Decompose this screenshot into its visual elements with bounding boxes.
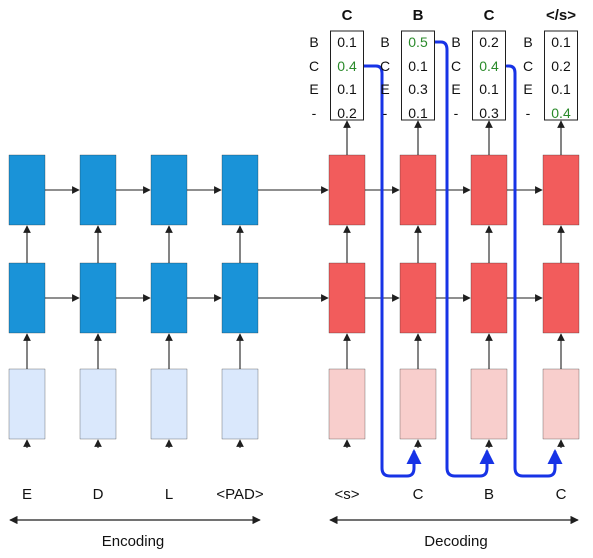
output-distribution-table: CB 0.2C 0.4E 0.1- 0.3: [451, 7, 506, 155]
probability-value: 0.2: [337, 105, 357, 121]
decoder-lstm-cell-layer-1: [470, 262, 508, 334]
probability-box: [472, 30, 506, 121]
output-distribution-table: CB 0.1C 0.4E 0.1- 0.2: [309, 7, 364, 155]
probability-value: 0.1: [551, 81, 571, 97]
vocab-row-label: B: [451, 34, 460, 50]
vocab-row-label: E: [523, 81, 532, 97]
vocab-row-label: -: [454, 105, 459, 121]
decoding-label: Decoding: [424, 533, 487, 550]
encoder-input-label: L: [165, 486, 173, 503]
decoder-input-label: <s>: [334, 486, 359, 503]
probability-value: 0.3: [479, 105, 499, 121]
vocab-row-label: E: [309, 81, 318, 97]
encoder-lstm-cell-layer-1: [150, 262, 188, 334]
probability-value: 0.2: [479, 34, 499, 50]
output-distributions: CB 0.1C 0.4E 0.1- 0.2BB 0.5C 0.1E 0.3- 0.1CB 0.2C…: [309, 7, 578, 155]
decoder-lstm-cell-layer-2: [328, 154, 366, 226]
encoder-lstm-cell-layer-2: [150, 154, 188, 226]
beam-search-path: [362, 40, 563, 478]
vocab-row-label: B: [380, 34, 389, 50]
decoder-input-label: C: [413, 486, 424, 503]
encoder-lstm-cell-layer-1: [221, 262, 259, 334]
encoder-lstm-cell-layer-2: [8, 154, 46, 226]
encoder-embedding-cell: [221, 368, 259, 440]
decoder-lstm-cell-layer-1: [399, 262, 437, 334]
probability-box: [544, 30, 578, 121]
probability-value: 0.1: [551, 34, 571, 50]
decoder-input-label: C: [556, 486, 567, 503]
probability-value: 0.1: [408, 58, 428, 74]
encoder-input-label: <PAD>: [216, 486, 263, 503]
output-distribution-table: B B 0.5 C 0.1 E 0.3 - 0.1: [380, 7, 435, 155]
probability-value: 0.4: [551, 105, 571, 121]
probability-box: [330, 30, 364, 121]
lstm-cells: [8, 154, 580, 440]
vocab-row-label: C: [380, 58, 390, 74]
probability-value: 0.5: [408, 34, 428, 50]
encoder-lstm-cell-layer-2: [79, 154, 117, 226]
decoder-embedding-cell: [470, 368, 508, 440]
probability-value: 0.1: [479, 81, 499, 97]
vocab-row-label: B: [523, 34, 532, 50]
decoder-lstm-cell-layer-2: [399, 154, 437, 226]
decoder-embedding-cell: [328, 368, 366, 440]
probability-box: [401, 30, 435, 121]
vocab-row-label: E: [451, 81, 460, 97]
vocab-row-label: -: [526, 105, 531, 121]
vocab-row-label: C: [523, 58, 533, 74]
beam-feedback-path: [433, 40, 495, 478]
decoder-embedding-cell: [399, 368, 437, 440]
vocab-row-label: C: [309, 58, 319, 74]
encoder-embedding-cell: [79, 368, 117, 440]
predicted-token-header: B: [413, 7, 424, 24]
encoder-lstm-cell-layer-1: [8, 262, 46, 334]
encoder-embedding-cell: [8, 368, 46, 440]
predicted-token-header: </s>: [546, 7, 576, 24]
probability-value: 0.3: [408, 81, 428, 97]
predicted-token-header: C: [342, 7, 353, 24]
vocab-row-label: E: [380, 81, 389, 97]
probability-value: 0.4: [337, 58, 357, 74]
decoder-input-label: B: [484, 486, 494, 503]
beam-feedback-path: [505, 64, 563, 478]
probability-value: 0.1: [337, 81, 357, 97]
encoder-lstm-cell-layer-1: [79, 262, 117, 334]
probability-value: 0.4: [479, 58, 499, 74]
decoder-lstm-cell-layer-2: [470, 154, 508, 226]
probability-value: 0.1: [408, 105, 428, 121]
encoder-input-label: D: [93, 486, 104, 503]
vocab-row-label: -: [312, 105, 317, 121]
beam-feedback-path: [362, 64, 422, 478]
connectors: [23, 186, 565, 448]
encoding-label: Encoding: [102, 533, 165, 550]
decoder-embedding-cell: [542, 368, 580, 440]
vocab-row-label: C: [451, 58, 461, 74]
encoder-lstm-cell-layer-2: [221, 154, 259, 226]
decoder-lstm-cell-layer-2: [542, 154, 580, 226]
encoder-input-label: E: [22, 486, 32, 503]
output-distribution-table: </s> B 0.1 C 0.2 E 0.1 - 0.4: [523, 7, 578, 155]
encoder-embedding-cell: [150, 368, 188, 440]
probability-value: 0.1: [337, 34, 357, 50]
predicted-token-header: C: [484, 7, 495, 24]
decoder-lstm-cell-layer-1: [542, 262, 580, 334]
probability-value: 0.2: [551, 58, 571, 74]
decoder-lstm-cell-layer-1: [328, 262, 366, 334]
vocab-row-label: -: [383, 105, 388, 121]
vocab-row-label: B: [309, 34, 318, 50]
